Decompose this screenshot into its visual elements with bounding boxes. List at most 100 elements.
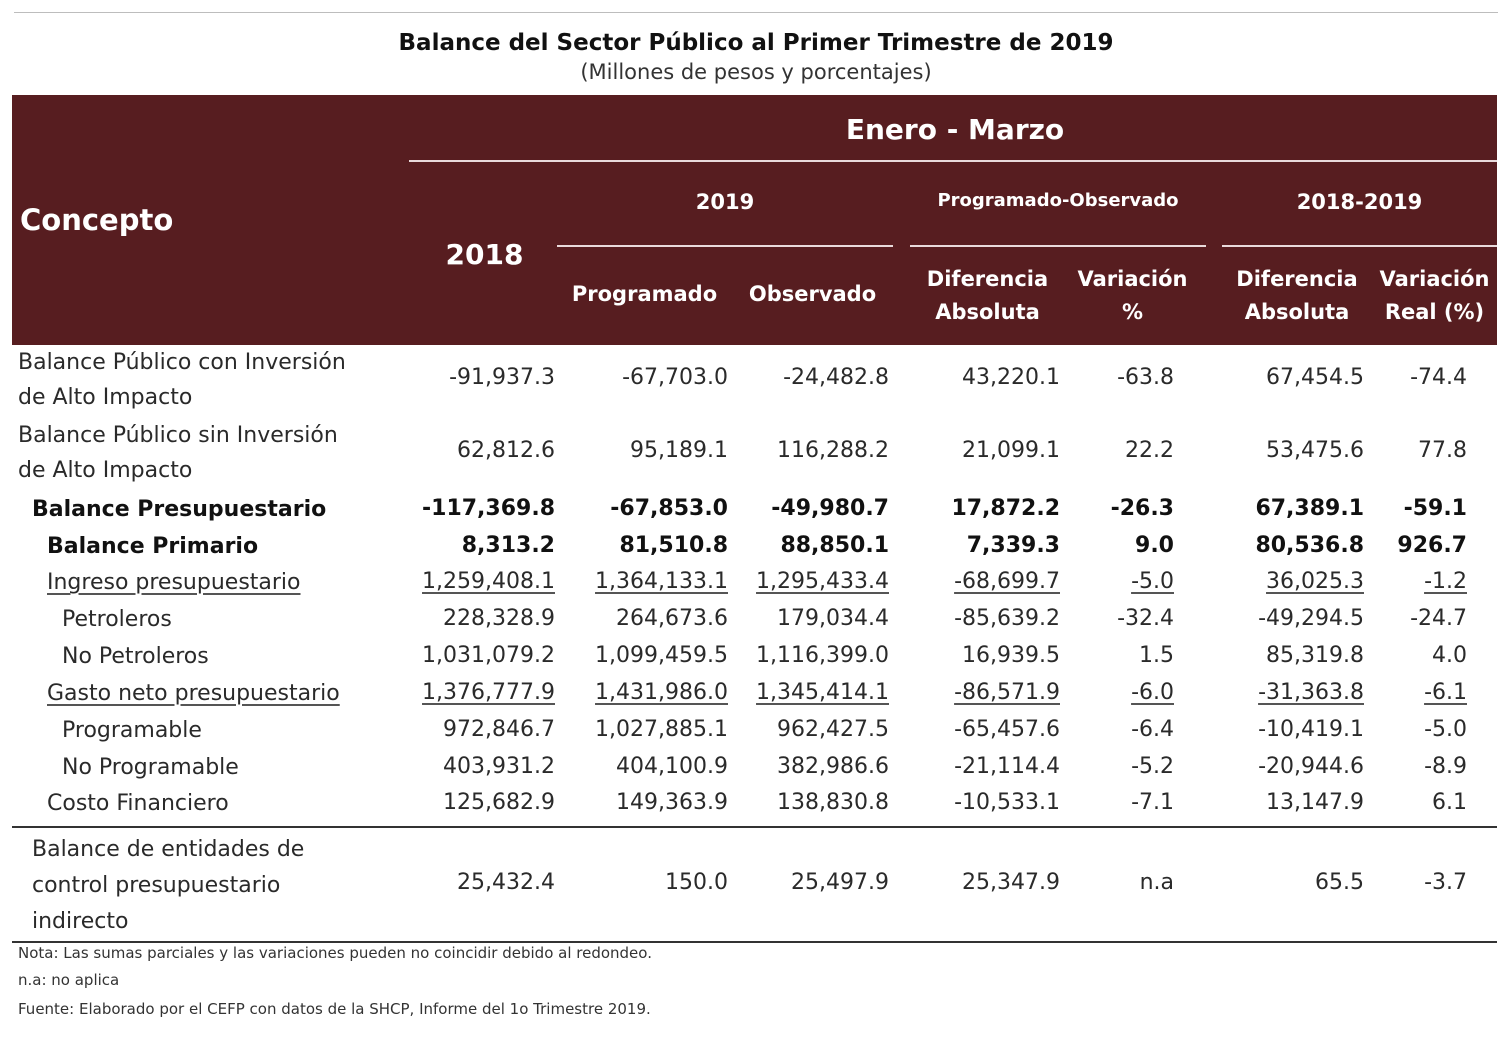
header-rule-2019 (557, 245, 893, 247)
row-concept-line3: indirecto (32, 909, 129, 934)
cell-dif-abs-1: -68,699.7 (954, 569, 1060, 594)
cell-dif-abs-1: -21,114.4 (954, 754, 1060, 779)
table-row: Balance Público sin Inversión de Alto Im… (12, 418, 1497, 488)
cell-dif-abs-1: -65,457.6 (954, 717, 1060, 742)
table-row: Gasto neto presupuestario 1,376,777.9 1,… (12, 680, 1497, 714)
header-var-real-l2: Real (%) (1384, 300, 1485, 324)
cell-2018: 972,846.7 (443, 717, 555, 742)
cell-dif-abs-2: -31,363.8 (1258, 680, 1364, 705)
row-concept-line1: Balance Público sin Inversión (18, 423, 338, 448)
row-concept: Balance Primario (47, 534, 259, 559)
cell-var-real: 4.0 (1432, 643, 1467, 668)
cell-dif-abs-2: -10,419.1 (1258, 717, 1364, 742)
cell-programado: 264,673.6 (616, 606, 728, 631)
header-rule-2018-2019 (1222, 245, 1497, 247)
header-dif-abs-2-l1: Diferencia (1236, 267, 1358, 291)
table-row: Balance Presupuestario -117,369.8 -67,85… (12, 496, 1497, 530)
header-2018: 2018 (445, 238, 524, 271)
cell-2018: 125,682.9 (443, 790, 555, 815)
cell-var-pct: 1.5 (1139, 643, 1174, 668)
cell-observado: 88,850.1 (780, 533, 889, 558)
cell-dif-abs-1: 43,220.1 (962, 365, 1060, 390)
cell-programado: -67,703.0 (622, 365, 728, 390)
cell-dif-abs-2: -49,294.5 (1258, 606, 1364, 631)
cell-var-real: -1.2 (1424, 569, 1467, 594)
row-concept: Ingreso presupuestario (47, 570, 301, 595)
cell-dif-abs-1: 25,347.9 (962, 870, 1060, 895)
top-rule (14, 12, 1498, 13)
header-programado: Programado (571, 282, 718, 306)
note-na: n.a: no aplica (18, 971, 120, 989)
row-concept-line1: Balance Público con Inversión (18, 350, 346, 375)
cell-2018: -91,937.3 (449, 365, 555, 390)
header-var-real-l1: Variación (1379, 267, 1490, 291)
cell-var-real: -74.4 (1410, 365, 1467, 390)
row-concept: Petroleros (62, 607, 172, 632)
cell-2018: 403,931.2 (443, 754, 555, 779)
header-var-pct-l2: % (1121, 300, 1144, 324)
cell-dif-abs-1: -85,639.2 (954, 606, 1060, 631)
cell-2018: 1,376,777.9 (422, 680, 555, 705)
cell-dif-abs-2: 53,475.6 (1266, 438, 1364, 463)
cell-dif-abs-2: -20,944.6 (1258, 754, 1364, 779)
cell-2018: 1,031,079.2 (422, 643, 555, 668)
row-concept-line2: de Alto Impacto (18, 458, 193, 483)
cell-observado: 962,427.5 (777, 717, 889, 742)
cell-programado: 1,099,459.5 (595, 643, 728, 668)
cell-var-pct: -5.0 (1131, 569, 1174, 594)
cell-var-real: 926.7 (1397, 533, 1467, 558)
cell-observado: 116,288.2 (777, 438, 889, 463)
row-concept-line2: control presupuestario (32, 873, 281, 898)
table-row: Costo Financiero 125,682.9 149,363.9 138… (12, 790, 1497, 824)
row-concept: Costo Financiero (47, 791, 229, 816)
cell-var-real: 6.1 (1432, 790, 1467, 815)
cell-observado: -24,482.8 (783, 365, 889, 390)
table-row: Petroleros 228,328.9 264,673.6 179,034.4… (12, 606, 1497, 640)
table-title: Balance del Sector Público al Primer Tri… (398, 30, 1114, 56)
cell-var-real: -5.0 (1424, 717, 1467, 742)
cell-dif-abs-2: 67,389.1 (1255, 496, 1364, 521)
cell-programado: 150.0 (665, 870, 728, 895)
cell-observado: 382,986.6 (777, 754, 889, 779)
cell-dif-abs-2: 13,147.9 (1266, 790, 1364, 815)
table-row: Ingreso presupuestario 1,259,408.1 1,364… (12, 569, 1497, 603)
cell-observado: 138,830.8 (777, 790, 889, 815)
cell-dif-abs-2: 36,025.3 (1266, 569, 1364, 594)
cell-var-pct: -5.2 (1131, 754, 1174, 779)
note-source: Fuente: Elaborado por el CEFP con datos … (18, 1000, 651, 1018)
cell-var-pct: -6.0 (1131, 680, 1174, 705)
cell-observado: 1,345,414.1 (756, 680, 889, 705)
cell-var-pct: 22.2 (1125, 438, 1174, 463)
cell-var-pct: -6.4 (1131, 717, 1174, 742)
cell-programado: 149,363.9 (616, 790, 728, 815)
cell-var-real: -24.7 (1410, 606, 1467, 631)
header-period: Enero - Marzo (845, 113, 1065, 146)
row-concept: Programable (62, 718, 202, 743)
cell-var-pct: -63.8 (1117, 365, 1174, 390)
cell-dif-abs-1: 21,099.1 (962, 438, 1060, 463)
cell-2018: 8,313.2 (461, 533, 555, 558)
header-group-2018-2019: 2018-2019 (1296, 190, 1423, 214)
table-row: Balance Público con Inversión de Alto Im… (12, 345, 1497, 415)
cell-programado: 1,431,986.0 (595, 680, 728, 705)
table-bottom-rule (12, 941, 1497, 943)
table-row: Programable 972,846.7 1,027,885.1 962,42… (12, 717, 1497, 751)
header-var-pct-l1: Variación (1077, 267, 1188, 291)
table-subtitle: (Millones de pesos y porcentajes) (580, 60, 932, 84)
cell-2018: 62,812.6 (457, 438, 555, 463)
cell-2018: 25,432.4 (457, 870, 555, 895)
row-concept-line1: Balance de entidades de (32, 837, 305, 862)
row-concept: No Petroleros (62, 644, 209, 669)
header-group-prog-obs: Programado-Observado (937, 190, 1179, 211)
cell-dif-abs-2: 67,454.5 (1266, 365, 1364, 390)
row-concept: No Programable (62, 755, 239, 780)
header-dif-abs-1-l2: Absoluta (935, 300, 1040, 324)
cell-var-pct: -32.4 (1117, 606, 1174, 631)
cell-dif-abs-1: 16,939.5 (962, 643, 1060, 668)
cell-var-pct: 9.0 (1135, 533, 1174, 558)
cell-dif-abs-2: 85,319.8 (1266, 643, 1364, 668)
cell-programado: 81,510.8 (619, 533, 728, 558)
cell-observado: 179,034.4 (777, 606, 889, 631)
table-row: Balance de entidades de control presupue… (12, 832, 1497, 938)
cell-var-real: -59.1 (1403, 496, 1467, 521)
